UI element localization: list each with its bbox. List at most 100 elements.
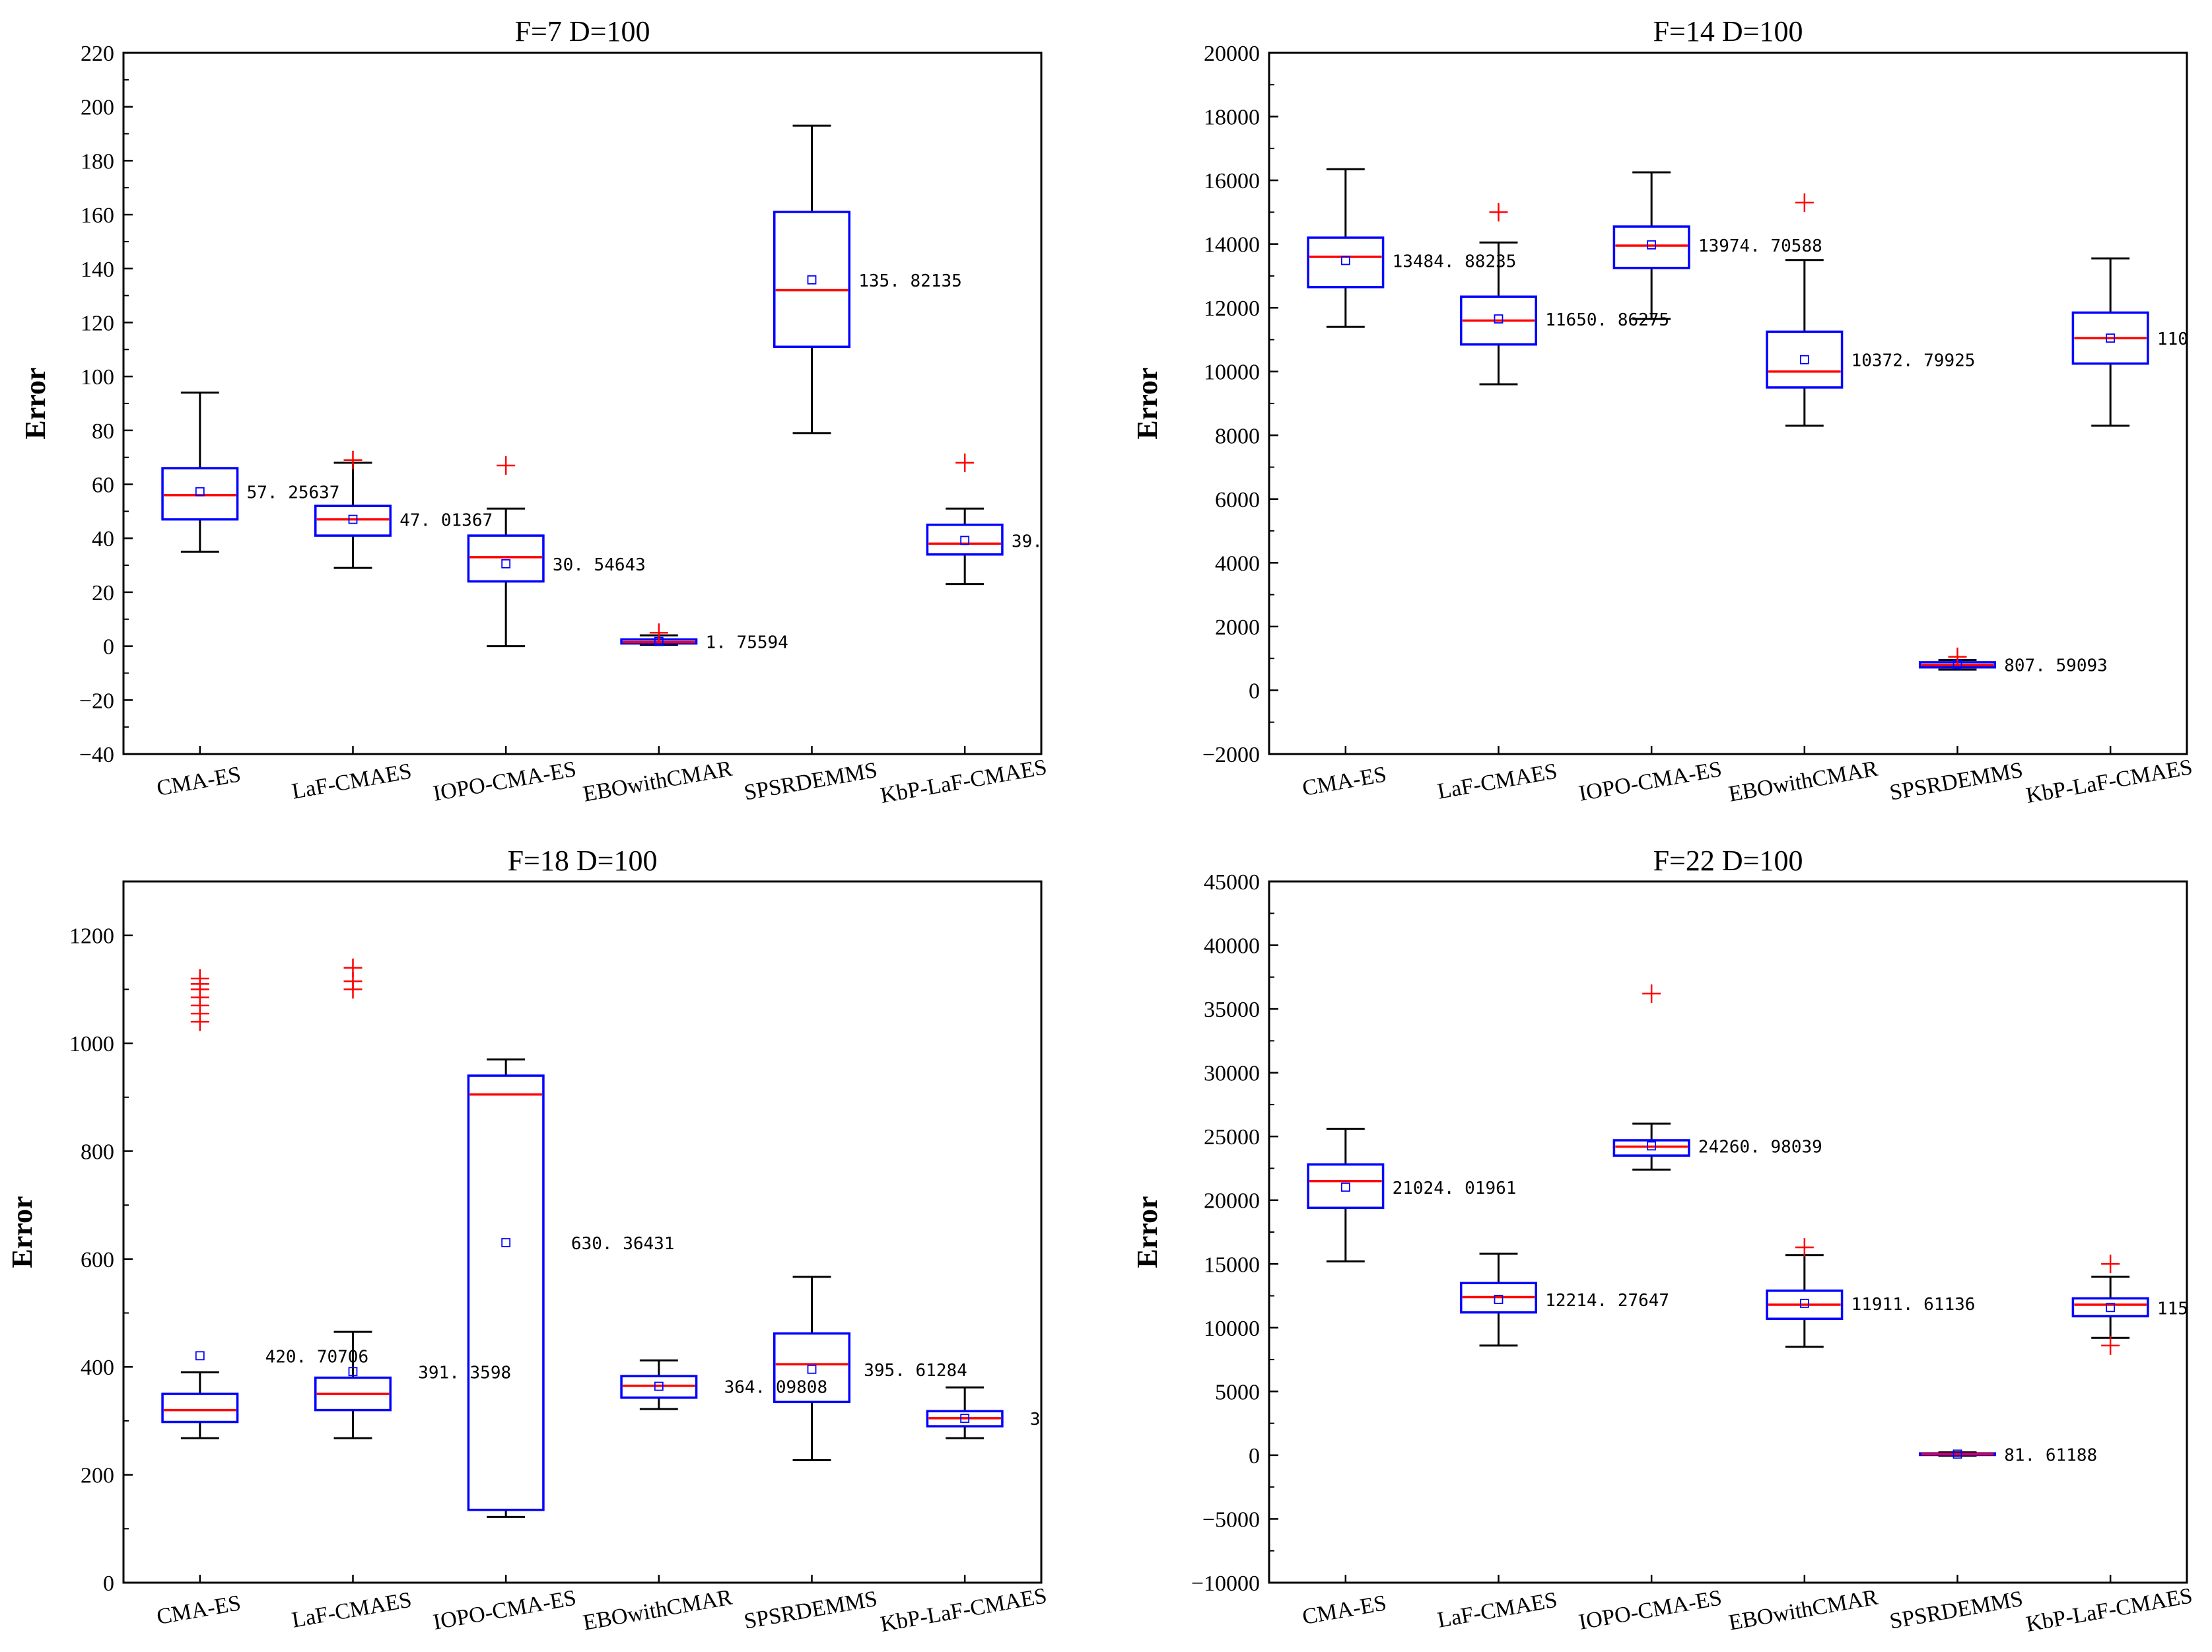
chart-title: F=22 D=100 [1653,844,1803,877]
y-tick-label: −40 [79,743,114,767]
outlier-marker [497,456,516,475]
box-marks [1307,168,2149,671]
y-tick-label: 5000 [1215,1380,1260,1404]
chart-title: F=14 D=100 [1653,15,1803,48]
category-label: EBOwithCMAR [581,1585,734,1635]
y-tick-label: 160 [81,203,114,228]
box [467,1074,545,1511]
box-marks [161,124,1004,648]
mean-value-label: 12214. 27647 [1545,1291,1669,1311]
y-tick-label: 45000 [1204,870,1260,895]
outlier-marker [1642,984,1661,1003]
y-tick-label: 0 [103,1571,114,1596]
box [1459,1282,1538,1314]
mean-value-label: 21024. 01961 [1393,1179,1517,1198]
mean-value-label: 135. 82135 [858,271,962,291]
mean-value-label: 47. 01367 [399,511,493,531]
category-label: EBOwithCMAR [581,757,734,807]
mean-marker [960,1414,970,1424]
y-tick-label: 10000 [1204,361,1260,385]
category-label: EBOwithCMAR [1727,757,1880,807]
category-label: KbP-LaF-CMAES [2024,755,2195,808]
y-axis-label: Error [1131,1196,1163,1268]
mean-marker [1494,1295,1503,1304]
mean-value-label: 395. 61284 [864,1361,967,1381]
box [1766,330,1844,389]
mean-value-label: 1. 75594 [706,633,788,652]
y-tick-label: 40 [92,527,114,551]
category-label: CMA-ES [155,762,243,801]
category-label: KbP-LaF-CMAES [879,1583,1049,1637]
y-axis-label: Error [19,367,52,439]
box [773,211,851,348]
mean-marker [1799,1299,1809,1308]
category-label: LaF-CMAES [290,759,413,804]
box [314,1376,392,1412]
mean-marker [1494,314,1503,324]
box [926,1410,1004,1428]
y-tick-label: 30000 [1204,1062,1260,1086]
mean-marker [807,1364,817,1374]
chart-title: F=7 D=100 [515,15,650,48]
outlier-marker [343,958,363,977]
box [161,1393,239,1424]
box [1612,1139,1690,1157]
y-axis-label: Error [1131,367,1163,439]
outlier-marker [955,453,975,472]
mean-marker [1647,240,1657,250]
box [926,524,1004,556]
category-label: IOPO-CMA-ES [1577,1585,1723,1634]
mean-value-label: 24260. 98039 [1698,1137,1822,1157]
mean-marker [348,514,358,524]
mean-marker [1647,1141,1657,1151]
chart-panel-f22: F=22 D=100 Error −10000 −5000 0 5000 10000 1500… [1131,844,2212,1637]
outlier-marker [1795,193,1814,212]
mean-marker [195,1351,205,1361]
mean-marker [807,275,817,285]
y-tick-label: 6000 [1215,488,1260,512]
outlier-marker [1948,647,1967,666]
box [620,1375,698,1399]
mean-value-label: 391. 3598 [418,1363,511,1383]
box [773,1332,851,1404]
y-tick-label: 800 [81,1140,114,1164]
category-label: CMA-ES [1301,762,1389,801]
outlier-marker [1489,203,1508,222]
y-tick-label: 80 [92,419,114,444]
mean-marker [1340,1183,1350,1192]
mean-value-label: 57. 25637 [247,483,340,503]
category-label: LaF-CMAES [1435,759,1559,804]
mean-marker [501,559,511,568]
y-tick-label: 140 [81,258,114,282]
plot-frame [1268,880,2188,1584]
y-tick-label: 1000 [69,1032,114,1056]
category-label: CMA-ES [155,1591,243,1630]
y-tick-label: 0 [1249,679,1260,703]
category-label: KbP-LaF-CMAES [2024,1583,2195,1637]
category-label: LaF-CMAES [290,1588,413,1633]
box-marks [161,958,1004,1518]
y-tick-label: 2000 [1215,615,1260,640]
mean-marker [1953,1449,1962,1459]
box [2071,311,2149,365]
box [1766,1290,1844,1321]
category-label: SPSRDEMMS [1888,758,2024,806]
y-tick-label: 18000 [1204,106,1260,130]
y-tick-label: 25000 [1204,1125,1260,1150]
mean-value-label: 11650. 86275 [1545,310,1669,330]
y-tick-label: 200 [81,96,114,120]
y-tick-label: 180 [81,149,114,174]
category-label: SPSRDEMMS [742,1587,879,1634]
box [1307,236,1385,289]
category-label: SPSRDEMMS [742,758,879,806]
y-tick-label: 200 [81,1464,114,1488]
y-tick-label: 120 [81,311,114,335]
category-label: SPSRDEMMS [1888,1587,2024,1634]
mean-value-label: 807. 59093 [2004,656,2108,675]
box [1459,295,1538,346]
y-tick-label: 16000 [1204,169,1260,193]
y-tick-label: 12000 [1204,296,1260,321]
chart-panel-f14: F=14 D=100 Error −2000 0 2000 4000 6000 8000 100… [1131,15,2212,808]
y-tick-label: 220 [81,42,114,66]
y-tick-label: 35000 [1204,998,1260,1022]
